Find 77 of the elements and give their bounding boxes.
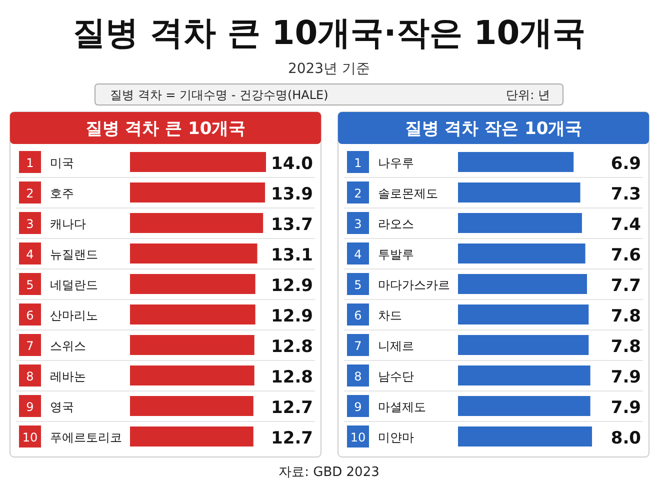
data-label: 12.7 <box>271 398 313 418</box>
y-tick-label: 네덜란드 <box>50 278 98 292</box>
data-label: 13.9 <box>271 184 313 204</box>
text: 9 <box>26 400 34 414</box>
text: 질병 격차 큰 10개국·작은 10개국 <box>72 13 586 52</box>
data-label: 12.7 <box>271 428 313 448</box>
y-tick-label: 스위스 <box>50 339 86 353</box>
y-tick-label: 투발루 <box>378 248 414 262</box>
bar <box>458 426 592 446</box>
bar <box>458 213 582 233</box>
text: 5 <box>26 278 34 292</box>
y-tick-label: 마셜제도 <box>378 400 426 414</box>
text: 8 <box>26 370 34 384</box>
data-label: 12.8 <box>271 337 313 357</box>
y-tick-label: 캐나다 <box>50 217 86 231</box>
data-label: 7.6 <box>610 246 641 266</box>
y-tick-label: 라오스 <box>378 217 414 231</box>
text: 7 <box>354 339 362 353</box>
data-label: 12.9 <box>271 276 313 296</box>
text: 9 <box>354 400 362 414</box>
text: 10 <box>22 430 38 444</box>
text: 3 <box>354 217 362 231</box>
data-label: 7.9 <box>610 398 641 418</box>
text: 6 <box>26 308 34 322</box>
data-label: 8.0 <box>610 428 642 448</box>
chart-title: 질병 격차 작은 10개국 <box>404 119 582 139</box>
data-label: 7.3 <box>610 184 641 204</box>
text: 10 <box>350 430 366 444</box>
text: 2023년 기준 <box>288 61 370 77</box>
text: 자료: GBD 2023 <box>278 465 380 480</box>
bar <box>458 182 580 202</box>
y-tick-label: 솔로몬제도 <box>378 186 438 200</box>
data-label: 12.8 <box>271 368 313 388</box>
y-tick-label: 나우루 <box>378 156 414 170</box>
data-label: 7.8 <box>610 337 641 357</box>
y-tick-label: 미국 <box>50 156 74 170</box>
data-label: 7.9 <box>610 368 641 388</box>
y-tick-label: 뉴질랜드 <box>50 248 98 262</box>
data-label: 7.7 <box>610 276 641 296</box>
text: 3 <box>26 217 34 231</box>
y-tick-label: 푸에르토리코 <box>50 430 122 444</box>
y-tick-label: 니제르 <box>378 339 414 353</box>
text: 1 <box>26 156 34 170</box>
text: 2 <box>354 186 362 200</box>
y-tick-label: 산마리노 <box>50 308 98 322</box>
text: 7 <box>26 339 34 353</box>
y-tick-label: 레바논 <box>50 370 86 384</box>
bar <box>458 335 589 355</box>
text: 8 <box>354 370 362 384</box>
bar <box>458 244 586 264</box>
bar <box>458 152 574 172</box>
y-tick-label: 미얀마 <box>378 430 414 444</box>
text: 4 <box>26 248 34 262</box>
data-label: 13.1 <box>271 246 313 266</box>
text: 질병 격차 = 기대수명 - 건강수명(HALE) <box>110 88 328 102</box>
bar <box>458 366 590 386</box>
bar <box>458 274 587 294</box>
text: 단위: 년 <box>506 88 550 102</box>
y-tick-label: 차드 <box>378 308 402 322</box>
y-tick-label: 마다가스카르 <box>378 278 450 292</box>
text: 2 <box>26 186 34 200</box>
data-label: 7.4 <box>610 215 642 235</box>
text: 4 <box>354 248 362 262</box>
y-tick-label: 남수단 <box>378 370 414 384</box>
data-label: 7.8 <box>610 306 641 326</box>
bar <box>458 304 589 324</box>
text: 1 <box>354 156 362 170</box>
text: 6 <box>354 308 362 322</box>
y-tick-label: 호주 <box>50 186 74 200</box>
data-label: 13.7 <box>271 215 313 235</box>
chart-title: 질병 격차 큰 10개국 <box>85 119 246 139</box>
data-label: 14.0 <box>271 154 314 174</box>
text: 5 <box>354 278 362 292</box>
bar <box>458 396 590 416</box>
y-tick-label: 영국 <box>50 400 74 414</box>
data-label: 6.9 <box>610 154 641 174</box>
data-label: 12.9 <box>271 306 313 326</box>
